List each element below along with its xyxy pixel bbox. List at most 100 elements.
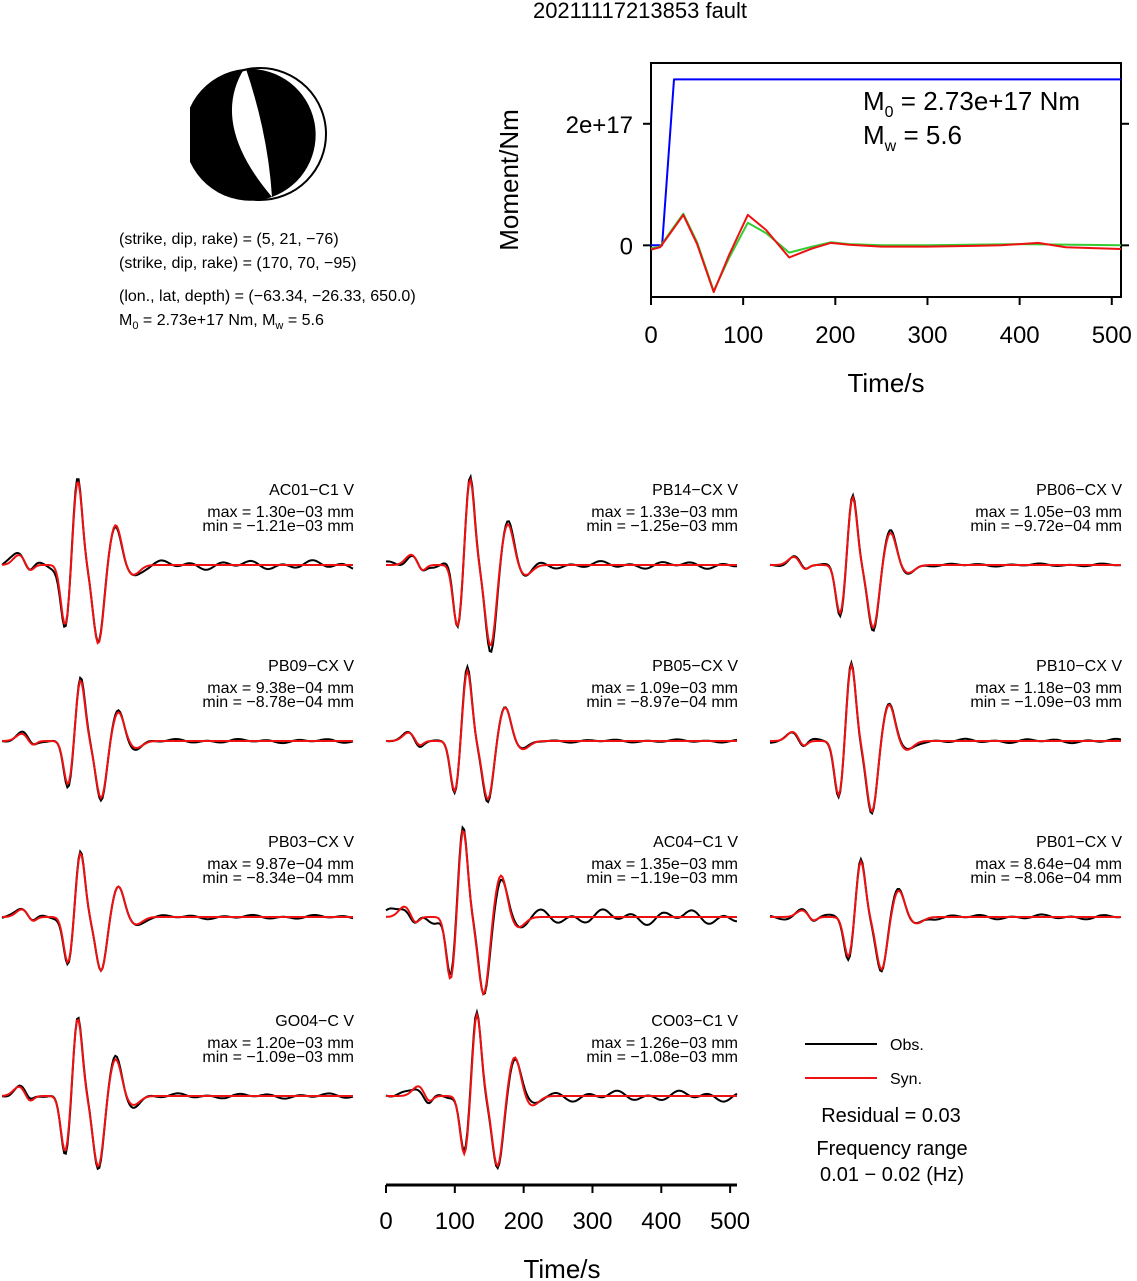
station-min: min = −1.25e−03 mm xyxy=(586,518,738,535)
station-max: max = 1.20e−03 mm xyxy=(207,1035,354,1052)
time-tick-label-300: 300 xyxy=(572,1208,612,1235)
stf-series-0 xyxy=(651,78,1121,247)
synthetic-trace xyxy=(1,851,353,973)
station-min: min = −8.06e−04 mm xyxy=(970,870,1122,887)
beachball-icon xyxy=(190,67,327,201)
station-max: max = 1.05e−03 mm xyxy=(975,504,1122,521)
station-name: PB05−CX V xyxy=(652,658,738,675)
station-name: AC01−C1 V xyxy=(269,482,354,499)
station-max: max = 9.38e−04 mm xyxy=(207,680,354,697)
station-max: max = 1.09e−03 mm xyxy=(591,680,738,697)
station-name: GO04−C V xyxy=(275,1013,354,1030)
time-tick-label-0: 0 xyxy=(379,1208,392,1235)
station-name: PB14−CX V xyxy=(652,482,738,499)
synthetic-trace xyxy=(770,661,1121,814)
station-max: max = 9.87e−04 mm xyxy=(207,856,354,873)
station-min: min = −8.78e−04 mm xyxy=(202,694,354,711)
station-name: PB03−CX V xyxy=(268,834,354,851)
mw-annotation-prefix: M xyxy=(863,120,885,150)
x-tick-label-0: 0 xyxy=(644,322,657,349)
station-min: min = −1.09e−03 mm xyxy=(202,1049,354,1066)
x-tick-label-300: 300 xyxy=(907,322,947,349)
station-name: PB09−CX V xyxy=(268,658,354,675)
stf-series-2 xyxy=(650,213,1122,294)
synthetic-trace xyxy=(1,481,353,645)
m0-annotation-prefix: M xyxy=(863,86,885,116)
plot-frame xyxy=(650,62,1122,298)
y-tick-label-1: 2e+17 xyxy=(566,112,633,139)
station-max: max = 1.35e−03 mm xyxy=(591,856,738,873)
station-min: min = −1.19e−03 mm xyxy=(586,870,738,887)
x-tick-label-500: 500 xyxy=(1092,322,1132,349)
time-tick-label-100: 100 xyxy=(435,1208,475,1235)
y-tick-label-0: 0 xyxy=(620,233,633,260)
station-min: min = −1.08e−03 mm xyxy=(586,1049,738,1066)
synthetic-trace xyxy=(385,829,737,997)
time-tick-label-400: 400 xyxy=(641,1208,681,1235)
time-tick-label-200: 200 xyxy=(504,1208,544,1235)
synthetic-trace xyxy=(770,859,1121,972)
station-min: min = −1.21e−03 mm xyxy=(202,518,354,535)
moment-magnitude-line: M0 = 2.73e+17 Nm, Mw = 5.6 xyxy=(119,312,324,332)
synthetic-trace xyxy=(1,1018,353,1168)
station-max: max = 1.18e−03 mm xyxy=(975,680,1122,697)
page-title: 20211117213853 fault xyxy=(532,0,748,23)
x-tick-label-100: 100 xyxy=(723,322,763,349)
mw-sub: w xyxy=(275,320,284,333)
strike-dip-rake-1: (strike, dip, rake) = (5, 21, −76) xyxy=(119,231,339,248)
beachball-compressional xyxy=(190,69,272,201)
x-tick-label-200: 200 xyxy=(815,322,855,349)
m0-annotation-sub: 0 xyxy=(885,104,894,121)
observed-trace xyxy=(385,825,738,996)
legend-obs-label: Obs. xyxy=(890,1037,924,1054)
station-name: PB06−CX V xyxy=(1036,482,1122,499)
time-tick-label-500: 500 xyxy=(710,1208,750,1235)
x-axis-label: Time/s xyxy=(847,368,924,398)
station-min: min = −8.97e−04 mm xyxy=(586,694,738,711)
m0-annotation: M0 = 2.73e+17 Nm xyxy=(863,86,1080,121)
x-tick-label-400: 400 xyxy=(1000,322,1040,349)
station-max: max = 1.33e−03 mm xyxy=(591,504,738,521)
station-min: min = −8.34e−04 mm xyxy=(202,870,354,887)
station-max: max = 1.26e−03 mm xyxy=(591,1035,738,1052)
moment-rate-chart: 0 100 200 300 400 500 0 2e+17 Time/s Moment/Nm M0 … xyxy=(494,62,1132,398)
frequency-label: Frequency range xyxy=(816,1138,967,1160)
residual-label: Residual = 0.03 xyxy=(821,1105,961,1127)
beachball-compressional-2 xyxy=(246,68,316,197)
station-min: min = −1.09e−03 mm xyxy=(970,694,1122,711)
mw-annotation-sub: w xyxy=(884,138,897,155)
strike-dip-rake-2: (strike, dip, rake) = (170, 70, −95) xyxy=(119,255,357,272)
mw-rest: = 5.6 xyxy=(283,312,324,329)
legend-syn-label: Syn. xyxy=(890,1071,922,1088)
station-name: PB01−CX V xyxy=(1036,834,1122,851)
station-name: AC04−C1 V xyxy=(653,834,738,851)
m0-sub: 0 xyxy=(132,320,139,333)
station-name: PB10−CX V xyxy=(1036,658,1122,675)
synthetic-trace xyxy=(386,477,737,646)
synthetic-trace xyxy=(1,678,353,800)
stf-series-1 xyxy=(650,212,1122,292)
m0-rest: = 2.73e+17 Nm, M xyxy=(138,312,276,329)
mw-annotation-rest: = 5.6 xyxy=(896,120,962,150)
synthetic-trace xyxy=(386,667,737,801)
synthetic-trace xyxy=(770,494,1121,629)
station-name: CO03−C1 V xyxy=(651,1013,738,1030)
m0-prefix: M xyxy=(119,312,133,329)
station-max: max = 8.64e−04 mm xyxy=(975,856,1122,873)
m0-annotation-rest: = 2.73e+17 Nm xyxy=(894,86,1080,116)
station-max: max = 1.30e−03 mm xyxy=(207,504,354,521)
station-min: min = −9.72e−04 mm xyxy=(970,518,1122,535)
location-depth: (lon., lat, depth) = (−63.34, −26.33, 65… xyxy=(119,288,416,305)
y-axis-label: Moment/Nm xyxy=(494,109,524,251)
mw-annotation: Mw = 5.6 xyxy=(863,120,962,155)
frequency-value: 0.01 − 0.02 (Hz) xyxy=(820,1164,964,1186)
